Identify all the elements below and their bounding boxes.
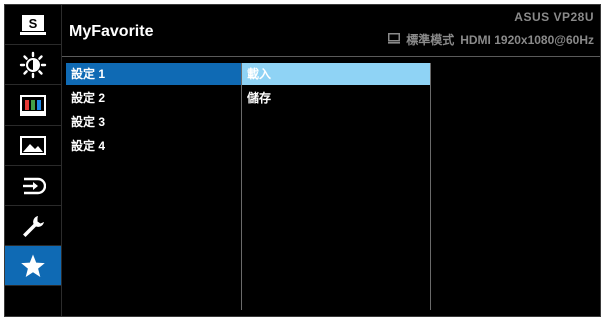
load-option[interactable]: 載入 <box>242 63 430 85</box>
monitor-icon <box>388 32 401 47</box>
sidebar-item-splendid[interactable]: S <box>5 5 61 44</box>
setting-3[interactable]: 設定 3 <box>71 115 106 129</box>
header-divider <box>62 56 600 57</box>
osd-menu: S <box>4 4 601 317</box>
input-select-icon <box>20 175 46 197</box>
color-icon <box>20 94 46 117</box>
sidebar-item-input[interactable] <box>5 166 61 205</box>
sidebar-item-color[interactable] <box>5 86 61 125</box>
setting-1[interactable]: 設定 1 <box>66 63 241 85</box>
status-bar: 標準模式 HDMI 1920x1080@60Hz <box>388 31 594 48</box>
image-icon <box>20 135 46 157</box>
sidebar-item-myfavorite[interactable] <box>5 246 61 285</box>
page-title: MyFavorite <box>69 23 154 40</box>
sidebar-item-system-setup[interactable] <box>5 206 61 245</box>
favorite-star-icon <box>20 253 46 279</box>
brightness-icon <box>19 51 47 79</box>
actions-list: 載入 儲存 <box>242 63 430 310</box>
current-mode: 標準模式 <box>406 33 455 47</box>
sidebar-item-image[interactable] <box>5 126 61 165</box>
column-divider-1 <box>241 63 242 310</box>
save-option[interactable]: 儲存 <box>247 91 272 105</box>
setting-4[interactable]: 設定 4 <box>71 139 106 153</box>
setting-2[interactable]: 設定 2 <box>71 91 106 105</box>
splendid-icon: S <box>20 14 46 36</box>
column-divider-2 <box>430 63 431 310</box>
monitor-model: ASUS VP28U <box>514 10 594 24</box>
splendid-icon-letter: S <box>29 16 38 31</box>
sidebar-item-brightness[interactable] <box>5 45 61 84</box>
sidebar: S <box>5 5 62 316</box>
input-signal: HDMI 1920x1080@60Hz <box>460 32 594 47</box>
settings-list: 設定 1 設定 2 設定 3 設定 4 <box>66 63 241 310</box>
system-setup-icon <box>20 213 46 239</box>
